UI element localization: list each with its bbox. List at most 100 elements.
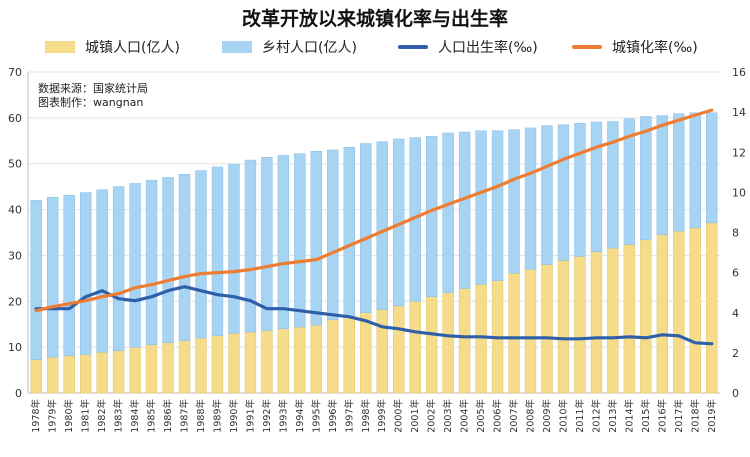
bar-urban [195, 337, 207, 394]
bar-urban [211, 335, 224, 394]
line-urbanization-rate [34, 108, 714, 313]
legend-item-urban-population[interactable]: 城镇人口(亿人) [45, 36, 180, 58]
x-tick-label: 1985年 [146, 399, 158, 433]
bar-rural [343, 146, 355, 318]
bar-urban [590, 251, 603, 394]
bar-urban [79, 354, 92, 394]
legend-item-urbanization-rate[interactable]: 城镇化率(‰) [572, 36, 698, 58]
y-right-tick-label: 14 [732, 106, 746, 119]
x-tick-label: 1983年 [113, 399, 125, 433]
x-tick-label: 2005年 [475, 399, 487, 433]
bar-rural [310, 151, 323, 326]
x-tick-label: 1978年 [30, 399, 42, 433]
x-tick-label: 1987年 [179, 399, 191, 433]
bar-urban [228, 333, 240, 394]
y-left-tick-label: 30 [8, 249, 22, 262]
x-tick-label: 1980年 [63, 399, 75, 433]
x-tick-label: 2000年 [393, 399, 405, 433]
y-right-tick-label: 10 [732, 186, 746, 199]
bar-urban [310, 324, 323, 394]
bar-rural [425, 135, 438, 297]
x-tick-label: 1979年 [47, 399, 59, 433]
y-left-tick-label: 40 [8, 204, 22, 217]
bar-rural [211, 166, 224, 336]
legend-label-urbanization: 城镇化率(‰) [612, 40, 698, 56]
x-tick-label: 2018年 [689, 399, 701, 433]
x-tick-label: 2007年 [508, 399, 520, 433]
bar-rural [475, 130, 487, 285]
bar-rural [162, 177, 174, 343]
y-right-tick-label: 12 [732, 146, 746, 159]
bar-urban [162, 342, 174, 394]
bar-urban [112, 350, 125, 394]
bar-rural [112, 186, 125, 352]
legend-item-rural-population[interactable]: 乡村人口(亿人) [222, 36, 357, 58]
bar-urban [47, 356, 59, 394]
bar-rural [145, 179, 158, 346]
bar-rural [228, 163, 240, 334]
legend-swatch-rural [222, 41, 252, 53]
bar-urban [425, 296, 438, 394]
bar-rural [178, 174, 191, 341]
bar-urban [277, 328, 290, 394]
x-tick-label: 1997年 [343, 399, 355, 433]
x-tick-label: 1999年 [376, 399, 388, 433]
bar-rural [294, 153, 306, 328]
x-tick-label: 1981年 [80, 399, 92, 433]
bar-rural [590, 121, 603, 253]
legend-label-urban: 城镇人口(亿人) [85, 40, 180, 56]
author-line: 图表制作：wangnan [38, 96, 144, 109]
bar-rural [442, 132, 454, 293]
source-line: 数据来源：国家统计局 [38, 82, 148, 95]
x-tick-label: 2004年 [459, 399, 471, 433]
legend-swatch-urban [45, 41, 75, 53]
bar-rural [195, 170, 207, 339]
y-left-tick-label: 20 [8, 295, 22, 308]
x-tick-label: 2019年 [706, 399, 718, 433]
bar-rural [640, 116, 652, 241]
chart-title: 改革开放以来城镇化率与出生率 [241, 8, 508, 30]
legend-label-rural: 乡村人口(亿人) [262, 40, 357, 56]
bar-rural [327, 149, 339, 320]
bar-urban [574, 256, 586, 394]
bar-urban [623, 244, 636, 394]
bar-urban [442, 292, 454, 394]
bar-urban [557, 260, 570, 394]
bar-rural [541, 125, 553, 265]
legend-swatch-urbanization [572, 45, 602, 49]
bar-urban [294, 326, 306, 394]
x-tick-label: 2016年 [656, 399, 668, 433]
bar-rural [63, 195, 75, 357]
x-tick-label: 1998年 [360, 399, 372, 433]
x-tick-label: 1988年 [195, 399, 207, 433]
bar-rural [458, 131, 471, 289]
bar-rural [491, 130, 504, 281]
bar-rural [689, 112, 701, 229]
legend-item-birth-rate[interactable]: 人口出生率(‰) [398, 36, 538, 58]
bar-rural [524, 127, 537, 270]
bar-urban [689, 227, 701, 394]
line-birth-rate [34, 285, 714, 346]
y-right-tick-label: 4 [732, 307, 739, 320]
x-tick-label: 1982年 [96, 399, 108, 433]
bar-rural [244, 159, 257, 333]
y-left-tick-label: 50 [8, 158, 22, 171]
x-tick-label: 1992年 [261, 399, 273, 433]
bar-urban [475, 284, 487, 394]
bar-urban [640, 239, 652, 394]
y-right-tick-label: 8 [732, 227, 739, 240]
bar-urban [541, 264, 553, 394]
bar-urban [96, 351, 108, 394]
legend-swatch-birth [398, 45, 428, 49]
bar-rural [30, 200, 42, 360]
bar-urban [524, 268, 537, 394]
y-left-tick-label: 70 [8, 66, 22, 79]
bar-urban [178, 340, 191, 394]
y-right-tick-label: 2 [732, 347, 739, 360]
bar-urban [360, 312, 372, 394]
y-left-tick-label: 10 [8, 341, 22, 354]
x-tick-label: 1993年 [277, 399, 289, 433]
bar-rural [360, 143, 372, 313]
bar-urban [706, 222, 718, 394]
bar-urban [376, 309, 388, 394]
